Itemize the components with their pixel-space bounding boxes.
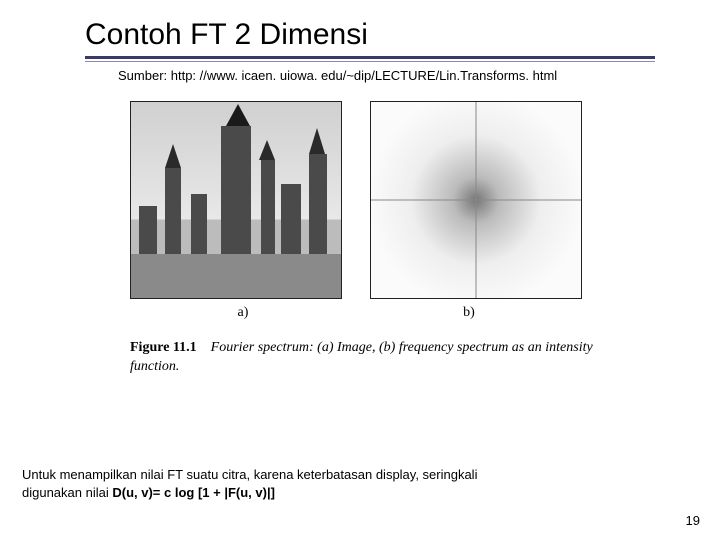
figure-area: a) b) Figure 11.1 Fourier spectrum: (a) … [130,101,610,377]
figure-image-b [370,101,582,299]
page-number: 19 [686,513,700,528]
slide: Contoh FT 2 Dimensi Sumber: http: //www.… [0,0,720,540]
label-a: a) [130,305,356,321]
label-b: b) [356,305,582,321]
bottom-line2-bold: D(u, v)= c log [1 + |F(u, v)|] [112,485,275,500]
figure-caption: Figure 11.1 Fourier spectrum: (a) Image,… [130,339,610,377]
bottom-line2-pre: digunakan nilai [22,485,112,500]
bottom-note: Untuk menampilkan nilai FT suatu citra, … [22,466,660,502]
caption-lead: Figure 11.1 [130,340,197,355]
figure-sublabels: a) b) [130,305,582,321]
slide-title: Contoh FT 2 Dimensi [85,18,690,52]
source-line: Sumber: http: //www. icaen. uiowa. edu/~… [118,68,690,83]
bottom-line1: Untuk menampilkan nilai FT suatu citra, … [22,467,477,482]
figure-image-a [130,101,342,299]
title-underline [85,56,690,62]
